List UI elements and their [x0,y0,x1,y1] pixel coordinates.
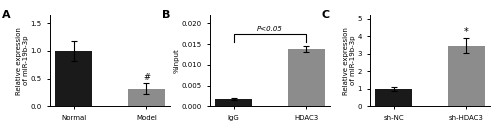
Text: B: B [162,10,170,20]
Text: C: C [322,10,330,20]
Bar [56,51,92,106]
Bar [128,88,164,106]
Bar [448,46,484,106]
Y-axis label: %Input: %Input [174,48,180,73]
Text: *: * [464,27,468,37]
Y-axis label: Relative expression
of miR-19b-3p: Relative expression of miR-19b-3p [16,27,29,94]
Text: A: A [2,10,10,20]
Text: #: # [143,73,150,82]
Bar [216,99,252,106]
Text: P<0.05: P<0.05 [257,26,283,32]
Y-axis label: Relative expression
of miR-19b-3p: Relative expression of miR-19b-3p [343,27,356,94]
Bar [376,89,412,106]
Bar [288,49,325,106]
